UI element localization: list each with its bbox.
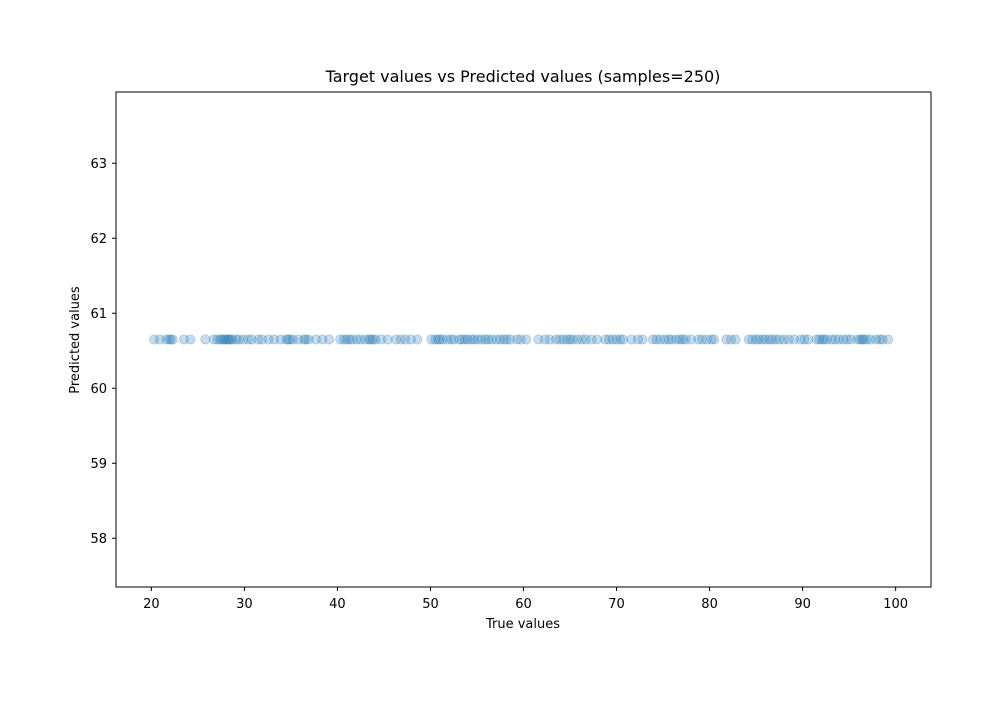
data-point: [324, 335, 333, 344]
data-point: [638, 335, 647, 344]
y-tick-label: 59: [90, 457, 107, 472]
chart-title: Target values vs Predicted values (sampl…: [325, 67, 721, 86]
data-point: [592, 335, 601, 344]
y-tick-label: 60: [90, 382, 107, 397]
data-point: [884, 335, 893, 344]
x-tick-label: 70: [608, 597, 625, 612]
x-tick-label: 80: [701, 597, 718, 612]
data-point: [522, 335, 531, 344]
y-tick-label: 61: [90, 307, 107, 322]
x-tick-label: 60: [515, 597, 532, 612]
x-tick-label: 90: [794, 597, 811, 612]
points-layer: [150, 335, 893, 344]
y-axis-label: Predicted values: [68, 286, 83, 394]
y-tick-label: 63: [90, 157, 107, 172]
x-tick-label: 30: [236, 597, 253, 612]
data-point: [804, 335, 813, 344]
x-tick-label: 50: [422, 597, 439, 612]
y-tick-label: 62: [90, 232, 107, 247]
data-point: [186, 335, 195, 344]
x-tick-label: 100: [883, 597, 908, 612]
data-point: [201, 335, 210, 344]
data-point: [618, 335, 627, 344]
data-point: [413, 335, 422, 344]
x-tick-label: 40: [329, 597, 346, 612]
data-point: [168, 335, 177, 344]
y-tick-label: 58: [90, 532, 107, 547]
x-tick-label: 20: [143, 597, 160, 612]
x-axis-label: True values: [485, 617, 560, 632]
data-point: [383, 335, 392, 344]
data-point: [710, 335, 719, 344]
data-point: [731, 335, 740, 344]
